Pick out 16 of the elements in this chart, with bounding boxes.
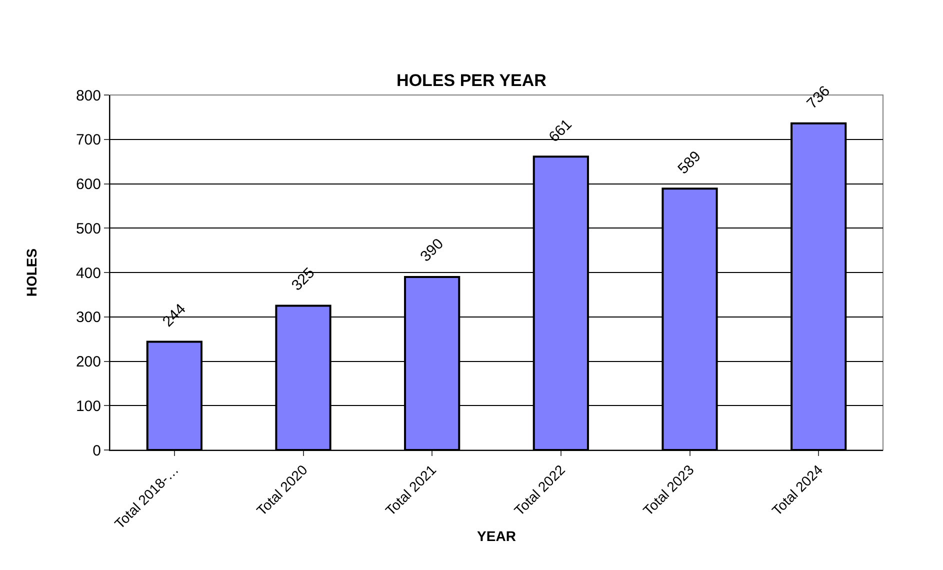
y-tick-label: 600: [76, 176, 101, 193]
y-tick-label: 700: [76, 132, 101, 149]
data-label: 736: [804, 82, 834, 112]
y-tick-label: 200: [76, 354, 101, 370]
data-label: 390: [417, 235, 447, 266]
data-label: 589: [674, 148, 704, 178]
y-tick-label: 500: [76, 220, 101, 238]
x-axis-title: YEAR: [477, 528, 516, 544]
y-tick-label: 400: [76, 264, 101, 282]
y-tick-label: 100: [76, 398, 101, 415]
y-tick-label: 300: [76, 309, 101, 326]
y-axis-title: HOLES: [24, 248, 40, 297]
y-tick-label: 0: [92, 442, 101, 460]
y-tick-label: 800: [76, 87, 101, 104]
data-label: 661: [546, 116, 576, 146]
chart-title: HOLES PER YEAR: [396, 70, 546, 90]
